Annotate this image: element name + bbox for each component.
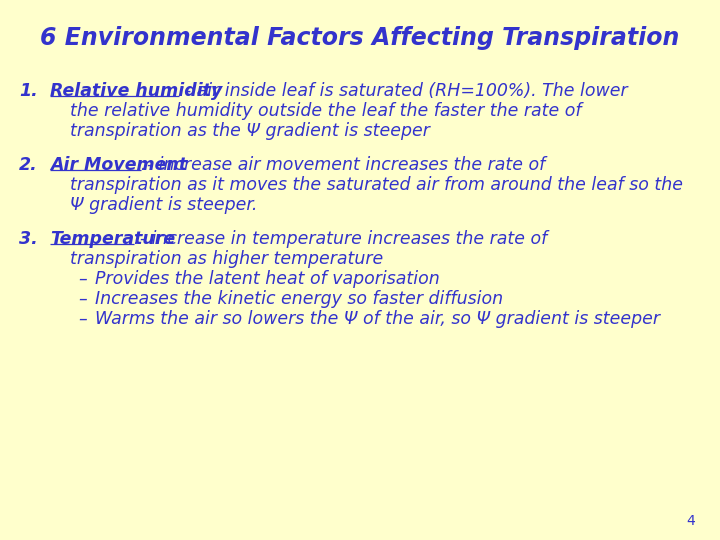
Text: Provides the latent heat of vaporisation: Provides the latent heat of vaporisation [95, 270, 440, 288]
Text: –: – [78, 290, 86, 308]
Text: –: – [78, 310, 86, 328]
Text: the relative humidity outside the leaf the faster the rate of: the relative humidity outside the leaf t… [70, 102, 582, 120]
Text: Temperature: Temperature [50, 230, 175, 248]
Text: transpiration as higher temperature: transpiration as higher temperature [70, 250, 383, 268]
Text: 1.: 1. [19, 82, 38, 100]
Text: Increases the kinetic energy so faster diffusion: Increases the kinetic energy so faster d… [95, 290, 503, 308]
Text: Relative humidity: Relative humidity [50, 82, 222, 100]
Text: 6 Environmental Factors Affecting Transpiration: 6 Environmental Factors Affecting Transp… [40, 26, 680, 50]
Text: Air Movement: Air Movement [50, 156, 187, 174]
Text: –: – [78, 270, 86, 288]
Text: Warms the air so lowers the Ψ of the air, so Ψ gradient is steeper: Warms the air so lowers the Ψ of the air… [95, 310, 660, 328]
Text: Ψ gradient is steeper.: Ψ gradient is steeper. [70, 196, 257, 214]
Text: :- air inside leaf is saturated (RH=100%). The lower: :- air inside leaf is saturated (RH=100%… [179, 82, 628, 100]
Text: :- increase air movement increases the rate of: :- increase air movement increases the r… [141, 156, 546, 174]
Text: 3.: 3. [19, 230, 38, 248]
Text: transpiration as it moves the saturated air from around the leaf so the: transpiration as it moves the saturated … [70, 176, 683, 194]
Text: transpiration as the Ψ gradient is steeper: transpiration as the Ψ gradient is steep… [70, 122, 430, 140]
Text: :- increase in temperature increases the rate of: :- increase in temperature increases the… [134, 230, 547, 248]
Text: 2.: 2. [19, 156, 38, 174]
Text: 4: 4 [686, 514, 695, 528]
